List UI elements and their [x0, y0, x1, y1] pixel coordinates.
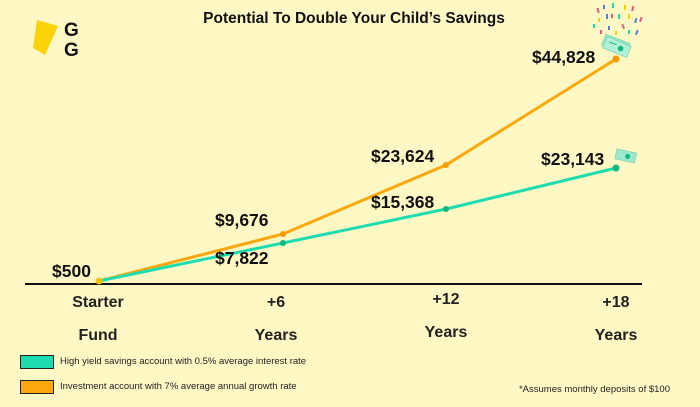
- x-label-line2: Years: [594, 327, 638, 344]
- legend-label-investment: Investment account with 7% average annua…: [60, 381, 297, 392]
- x-label-12-years: +12 Years: [401, 283, 491, 349]
- footnote: *Assumes monthly deposits of $100: [518, 384, 670, 395]
- legend-swatch-savings: [20, 355, 54, 369]
- label-investment-12: $23,624: [371, 146, 435, 166]
- x-label-line2: Years: [424, 324, 468, 341]
- x-label-line2: Fund: [78, 327, 118, 344]
- chart-title: Potential To Double Your Child’s Savings: [203, 10, 505, 27]
- x-label-18-years: +18 Years: [571, 286, 661, 352]
- investment-point-18: [612, 55, 620, 63]
- logo: G G: [30, 18, 90, 63]
- investment-line: [98, 57, 617, 283]
- label-savings-12: $15,368: [371, 192, 435, 212]
- x-label-line1: +12: [432, 291, 460, 308]
- savings-point-18: [612, 164, 620, 172]
- x-label-line1: +6: [266, 294, 286, 311]
- x-label-line1: Starter: [72, 294, 124, 311]
- logo-shape-icon: [33, 20, 58, 55]
- savings-point-6: [280, 240, 286, 246]
- legend-swatch-investment: [20, 380, 54, 394]
- money-stack-icon: [614, 148, 638, 164]
- label-savings-6: $7,822: [215, 248, 269, 268]
- label-investment-18: $44,828: [532, 47, 596, 67]
- money-stack-icon: [600, 33, 632, 58]
- label-investment-6: $9,676: [215, 210, 269, 230]
- investment-point-6: [280, 231, 286, 237]
- savings-point-12: [443, 206, 449, 212]
- label-savings-18: $23,143: [541, 149, 605, 169]
- legend-label-savings: High yield savings account with 0.5% ave…: [60, 356, 307, 367]
- start-point: [95, 277, 103, 285]
- logo-letter-top: G: [64, 20, 79, 41]
- x-label-line2: Years: [254, 327, 298, 344]
- savings-line: [98, 166, 617, 283]
- x-label-line1: +18: [602, 294, 630, 311]
- label-start-value: $500: [52, 261, 91, 281]
- confetti-icon: [593, 3, 643, 36]
- x-label-6-years: +6 Years: [231, 286, 321, 352]
- investment-point-12: [443, 162, 449, 168]
- logo-letter-bottom: G: [64, 40, 79, 61]
- x-label-starter-fund: Starter Fund: [53, 286, 143, 352]
